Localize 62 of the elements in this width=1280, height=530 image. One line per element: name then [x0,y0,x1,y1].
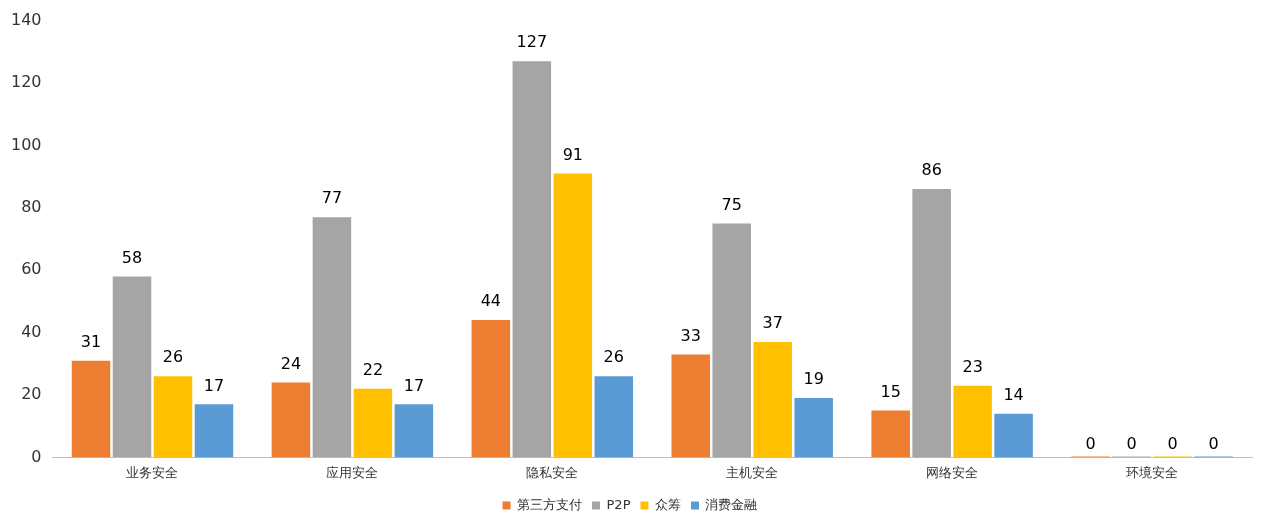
bar [312,217,352,458]
data-label: 86 [921,160,942,180]
x-tick-label: 环境安全 [1126,464,1179,480]
bar [753,341,792,458]
bar [912,189,951,458]
bar [712,223,751,458]
bar [512,61,552,458]
bar [994,413,1033,458]
data-label: 26 [162,347,184,367]
legend-label: P2P [606,496,631,512]
data-label: 14 [1003,384,1024,404]
x-tick-label: 应用安全 [326,464,379,480]
data-label: 17 [203,375,225,395]
data-label: 0 [1208,433,1219,453]
y-tick-label: 0 [31,446,42,466]
bar [871,410,910,458]
data-label: 127 [516,32,548,52]
bar [194,404,234,458]
data-label: 31 [80,331,102,351]
legend-label: 众筹 [654,496,681,512]
y-tick-label: 140 [10,9,42,29]
bar [553,173,593,458]
data-label: 33 [680,325,701,345]
y-tick-label: 120 [10,72,42,92]
bar [71,360,111,458]
data-label: 91 [562,144,583,164]
data-label: 44 [480,291,502,311]
bar [671,354,711,458]
data-label: 23 [962,356,983,376]
data-label: 58 [121,247,143,267]
bar [794,398,833,458]
x-tick-label: 隐私安全 [526,464,579,480]
x-tick-label: 主机安全 [726,464,779,480]
x-tick-label: 网络安全 [926,464,979,480]
y-tick-label: 20 [21,384,42,404]
bar [471,320,511,458]
data-label: 75 [721,194,742,214]
data-label: 24 [280,353,302,373]
x-tick-label: 业务安全 [126,464,179,480]
legend-label: 第三方支付 [517,496,583,512]
data-label: 0 [1126,433,1137,453]
y-tick-label: 40 [21,321,42,341]
data-label: 26 [603,347,624,367]
bar [112,276,152,458]
bar [271,382,311,458]
data-label: 37 [762,313,783,333]
y-tick-label: 60 [21,259,42,279]
data-label: 19 [803,369,824,389]
bar [153,376,193,458]
bar [394,404,434,458]
data-label: 0 [1167,433,1178,453]
y-tick-label: 80 [21,196,42,216]
data-label: 0 [1085,433,1096,453]
data-label: 15 [880,381,901,401]
data-label: 17 [403,375,425,395]
legend-label: 消费金融 [705,496,758,512]
data-label: 22 [362,359,384,379]
bar [594,376,634,458]
data-label: 77 [321,188,343,208]
y-tick-label: 100 [10,134,42,154]
bar [353,388,393,458]
bar [953,385,992,458]
